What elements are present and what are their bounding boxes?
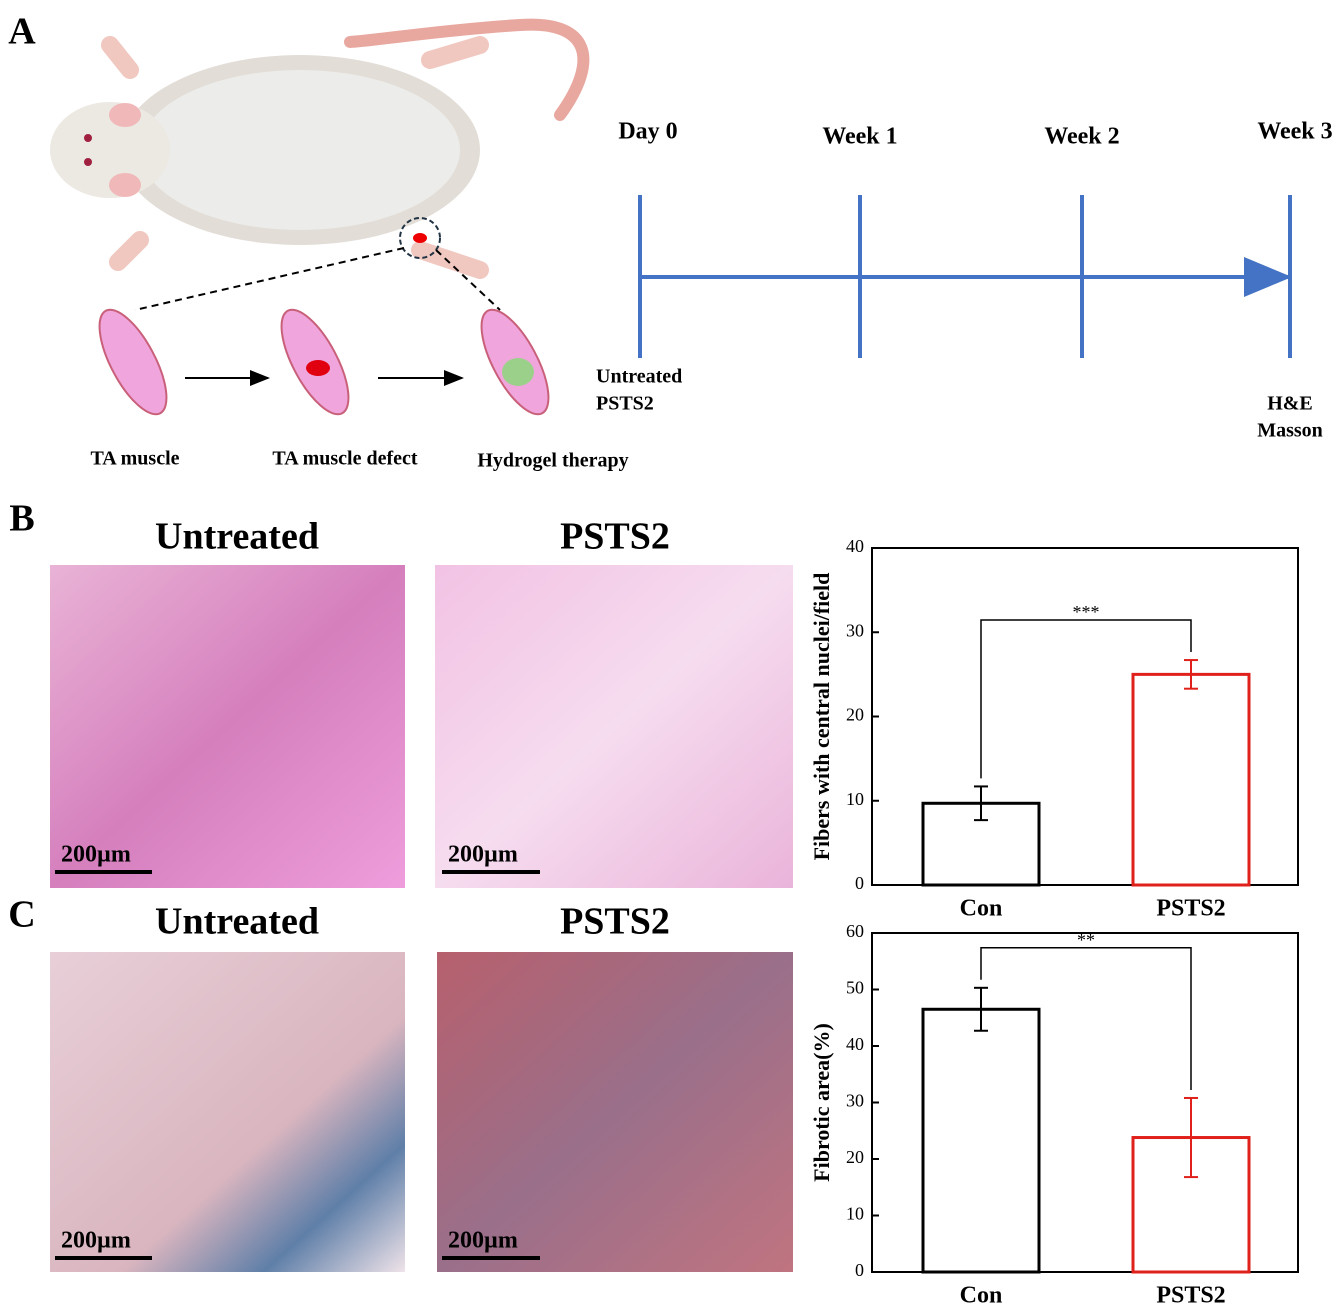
image-title: PSTS2 bbox=[560, 516, 670, 558]
micrographs bbox=[50, 565, 793, 1272]
scale-bar-label: 200µm bbox=[61, 1228, 131, 1254]
x-tick-label: Con bbox=[960, 896, 1003, 922]
group-label: PSTS2 bbox=[596, 393, 654, 415]
scale-bar-label: 200µm bbox=[448, 1228, 518, 1254]
significance-label: ** bbox=[1077, 930, 1095, 950]
y-tick-label: 0 bbox=[855, 873, 864, 893]
y-tick-label: 40 bbox=[846, 536, 864, 556]
y-axis-label: Fibers with central nuclei/field bbox=[809, 573, 834, 861]
image-title: Untreated bbox=[155, 901, 319, 943]
error-bar bbox=[1184, 659, 1198, 690]
he-psts2-image bbox=[435, 565, 793, 888]
masson-untreated-image bbox=[50, 952, 405, 1272]
y-tick-label: 60 bbox=[846, 921, 864, 941]
panel-label: A bbox=[8, 11, 36, 53]
panel-label: B bbox=[9, 498, 34, 540]
plot-frame bbox=[871, 932, 1299, 1273]
y-tick-label: 20 bbox=[846, 705, 864, 725]
significance-bracket bbox=[980, 619, 1192, 779]
mouse-illustration bbox=[50, 18, 590, 311]
masson-psts2-image bbox=[437, 952, 793, 1272]
timeline-label: Week 1 bbox=[822, 124, 897, 150]
scale-bar-label: 200µm bbox=[448, 842, 518, 868]
y-tick-label: 30 bbox=[846, 1091, 864, 1111]
y-tick-label: 50 bbox=[846, 978, 864, 998]
y-tick-label: 40 bbox=[846, 1034, 864, 1054]
significance-label: *** bbox=[1073, 602, 1100, 622]
image-title: Untreated bbox=[155, 516, 319, 558]
error-bar bbox=[1184, 1096, 1198, 1179]
significance-bracket bbox=[980, 947, 1192, 1090]
muscle-steps bbox=[98, 308, 550, 416]
y-tick-label: 10 bbox=[846, 1204, 864, 1224]
timeline-label: Day 0 bbox=[618, 119, 677, 145]
y-tick-label: 0 bbox=[855, 1260, 864, 1280]
step-label: TA muscle defect bbox=[272, 448, 417, 470]
timeline-label: Week 2 bbox=[1044, 124, 1119, 150]
x-tick-label: Con bbox=[960, 1283, 1003, 1309]
error-bar bbox=[974, 986, 988, 1032]
he-untreated-image bbox=[50, 565, 405, 888]
step-label: TA muscle bbox=[90, 448, 179, 470]
scale-bar-label: 200µm bbox=[61, 842, 131, 868]
bar bbox=[921, 1007, 1041, 1274]
panel-label: C bbox=[8, 894, 35, 936]
plot-frame bbox=[871, 547, 1299, 886]
assay-label: Masson bbox=[1257, 420, 1323, 442]
error-bar bbox=[974, 785, 988, 822]
y-tick-label: 10 bbox=[846, 789, 864, 809]
timeline-label: Week 3 bbox=[1257, 119, 1332, 145]
y-axis-label: Fibrotic area(%) bbox=[809, 1023, 834, 1182]
image-title: PSTS2 bbox=[560, 901, 670, 943]
step-label: Hydrogel therapy bbox=[477, 450, 628, 472]
y-tick-label: 20 bbox=[846, 1147, 864, 1167]
y-tick-label: 30 bbox=[846, 620, 864, 640]
bar bbox=[1131, 672, 1251, 887]
x-tick-label: PSTS2 bbox=[1156, 896, 1225, 922]
x-tick-label: PSTS2 bbox=[1156, 1283, 1225, 1309]
assay-label: H&E bbox=[1267, 393, 1313, 415]
group-label: Untreated bbox=[596, 366, 682, 388]
